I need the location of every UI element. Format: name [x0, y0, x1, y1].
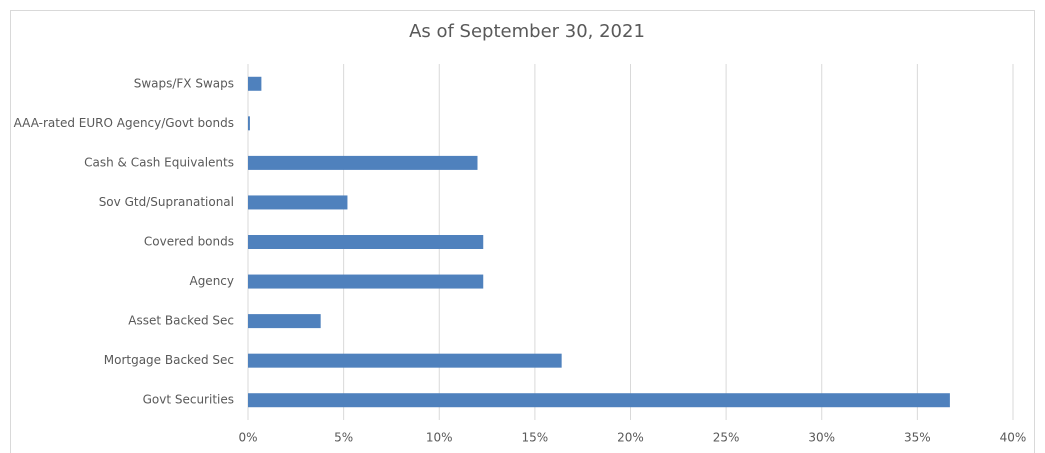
y-tick-label: Agency	[189, 274, 234, 288]
y-tick-label: Govt Securities	[143, 393, 234, 407]
x-tick-label: 40%	[1000, 431, 1027, 445]
y-tick-label: Covered bonds	[144, 235, 234, 249]
y-tick-label: Sov Gtd/Supranational	[99, 195, 234, 209]
y-tick-label: Mortgage Backed Sec	[104, 353, 234, 367]
x-tick-label: 15%	[522, 431, 549, 445]
bar	[248, 76, 262, 91]
bar	[248, 393, 950, 408]
x-tick-label: 20%	[617, 431, 644, 445]
bar	[248, 314, 321, 329]
x-tick-label: 30%	[808, 431, 835, 445]
bar	[248, 155, 478, 170]
bar	[248, 274, 484, 289]
x-tick-label: 5%	[334, 431, 353, 445]
x-tick-label: 10%	[426, 431, 453, 445]
x-tick-label: 35%	[904, 431, 931, 445]
y-tick-label: Swaps/FX Swaps	[134, 76, 234, 90]
y-tick-label: Asset Backed Sec	[128, 314, 234, 328]
chart-frame	[10, 10, 1035, 453]
y-tick-label: AAA-rated EURO Agency/Govt bonds	[14, 116, 234, 130]
bar	[248, 195, 348, 210]
x-tick-label: 25%	[713, 431, 740, 445]
bar	[248, 235, 484, 249]
x-tick-label: 0%	[238, 431, 257, 445]
chart-title: As of September 30, 2021	[409, 21, 645, 42]
bar	[248, 116, 250, 131]
bar	[248, 353, 562, 368]
y-tick-label: Cash & Cash Equivalents	[84, 155, 234, 169]
